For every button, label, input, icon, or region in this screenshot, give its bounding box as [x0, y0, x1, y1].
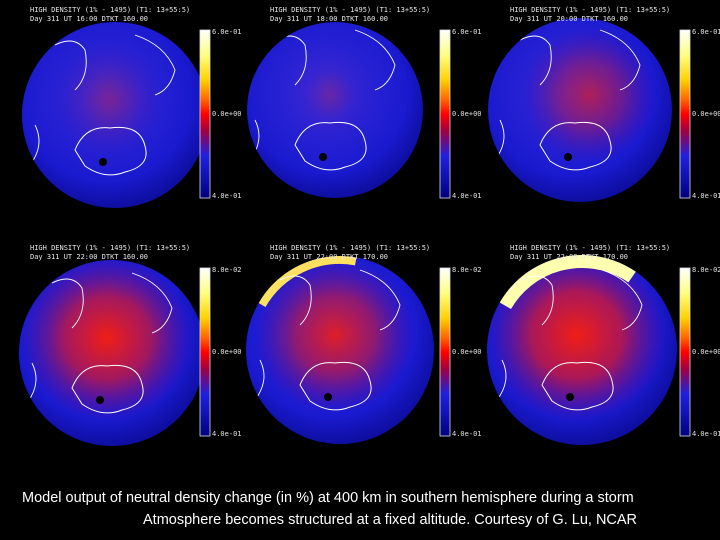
panel-header: HIGH DENSITY (1% - 1495) (T1: 13+55:5) Da…: [510, 6, 670, 24]
colorbar-label-bot: 4.0e-01: [692, 192, 720, 200]
panel-header: HIGH DENSITY (1% - 1495) (T1: 13+55:5) Da…: [510, 244, 670, 262]
south-pole-marker: [566, 393, 574, 401]
globe-panel-3: HIGH DENSITY (1% - 1495) (T1: 13+55:5) Da…: [480, 0, 720, 240]
continent-outlines: [496, 269, 643, 401]
globe-map: [488, 18, 691, 202]
globe-map: [246, 256, 451, 444]
colorbar-label-top: 6.0e-01: [452, 28, 482, 36]
panel-header-line-2: Day 311 UT 22:00 DTKT 170.00: [270, 253, 389, 261]
caption-line-1: Model output of neutral density change (…: [22, 490, 634, 506]
density-enhancement-region: [523, 27, 657, 163]
colorbar-label-mid: 0.0e+00: [452, 110, 482, 118]
colorbar-label-mid: 0.0e+00: [212, 110, 242, 118]
colorbar-label-top: 8.0e-02: [212, 266, 242, 274]
density-enhancement-region: [283, 44, 377, 146]
globe-panel-5: HIGH DENSITY (1% - 1495) (T1: 13+55:5) Da…: [240, 238, 482, 478]
colorbar-label-bot: 4.0e-01: [452, 430, 482, 438]
panel-header-line-1: HIGH DENSITY (1% - 1495) (T1: 13+55:5): [30, 6, 190, 14]
caption-line-2: Atmosphere becomes structured at a fixed…: [143, 512, 638, 528]
panel-header: HIGH DENSITY (1% - 1495) (T1: 13+55:5) Da…: [30, 244, 190, 262]
panel-header: HIGH DENSITY (1% - 1495) (T1: 13+55:5) Da…: [270, 6, 430, 24]
panel-header-line-1: HIGH DENSITY (1% - 1495) (T1: 13+55:5): [270, 244, 430, 252]
south-pole-marker: [564, 153, 572, 161]
panel-header-line-2: Day 311 UT 22:00 DTKT 160.00: [30, 253, 149, 261]
south-pole-marker: [319, 153, 327, 161]
colorbar-label-bot: 4.0e-01: [692, 430, 720, 438]
panel-header-line-1: HIGH DENSITY (1% - 1495) (T1: 13+55:5): [510, 6, 670, 14]
colorbar: [679, 267, 691, 437]
colorbar-label-mid: 0.0e+00: [452, 348, 482, 356]
panel-header: HIGH DENSITY (1% - 1495) (T1: 13+55:5) Da…: [270, 244, 430, 262]
globe-panel-6: HIGH DENSITY (1% - 1495) (T1: 13+55:5) Da…: [480, 238, 720, 478]
panel-header-line-1: HIGH DENSITY (1% - 1495) (T1: 13+55:5): [30, 244, 190, 252]
globe-map: [247, 22, 451, 199]
antarctica-outline: [541, 361, 614, 411]
globe-panel-2: HIGH DENSITY (1% - 1495) (T1: 13+55:5) Da…: [240, 0, 482, 240]
antarctica-outline: [71, 364, 144, 414]
colorbar: [679, 29, 691, 199]
colorbar: [199, 267, 211, 437]
antarctica-outline: [539, 121, 612, 171]
colorbar-label-bot: 4.0e-01: [212, 430, 242, 438]
high-density-rim: [246, 256, 434, 444]
panel-header-line-2: Day 311 UT 18:00 DTKT 160.00: [270, 15, 389, 23]
antarctica-outline: [299, 361, 372, 411]
south-pole-marker: [96, 396, 104, 404]
panel-header-line-2: Day 311 UT 16:00 DTKT 160.00: [30, 15, 149, 23]
colorbar: [439, 29, 451, 199]
south-pole-marker: [324, 393, 332, 401]
density-enhancement-region: [20, 260, 194, 421]
colorbar-label-mid: 0.0e+00: [692, 348, 720, 356]
colorbar-label-bot: 4.0e-01: [212, 192, 242, 200]
globe-map: [22, 22, 211, 208]
antarctica-outline: [74, 126, 147, 176]
south-pole-marker: [99, 158, 107, 166]
antarctica-outline: [294, 121, 367, 171]
panel-header: HIGH DENSITY (1% - 1495) (T1: 13+55:5) Da…: [30, 6, 190, 24]
colorbar-label-mid: 0.0e+00: [212, 348, 242, 356]
panel-header-line-2: Day 311 UT 20:00 DTKT 160.00: [510, 15, 629, 23]
high-density-rim: [487, 255, 677, 445]
colorbar-label-mid: 0.0e+00: [692, 110, 720, 118]
globe-panel-1: HIGH DENSITY (1% - 1495) (T1: 13+55:5) Da…: [0, 0, 242, 240]
colorbar-label-top: 8.0e-02: [452, 266, 482, 274]
colorbar-label-top: 8.0e-02: [692, 266, 720, 274]
colorbar: [199, 29, 211, 199]
globe-map: [19, 260, 211, 446]
colorbar-label-bot: 4.0e-01: [452, 192, 482, 200]
colorbar-label-top: 6.0e-01: [692, 28, 720, 36]
panel-header-line-1: HIGH DENSITY (1% - 1495) (T1: 13+55:5): [510, 244, 670, 252]
globe-panel-4: HIGH DENSITY (1% - 1495) (T1: 13+55:5) Da…: [0, 238, 242, 478]
panel-header-line-1: HIGH DENSITY (1% - 1495) (T1: 13+55:5): [270, 6, 430, 14]
density-enhancement-region: [56, 43, 164, 157]
density-enhancement-region: [255, 256, 415, 414]
density-enhancement-region: [487, 255, 668, 422]
panel-header-line-2: Day 311 UT 22:00 DTKT 170.00: [510, 253, 629, 261]
colorbar-label-top: 6.0e-01: [212, 28, 242, 36]
colorbar: [439, 267, 451, 437]
globe-map: [487, 255, 691, 445]
